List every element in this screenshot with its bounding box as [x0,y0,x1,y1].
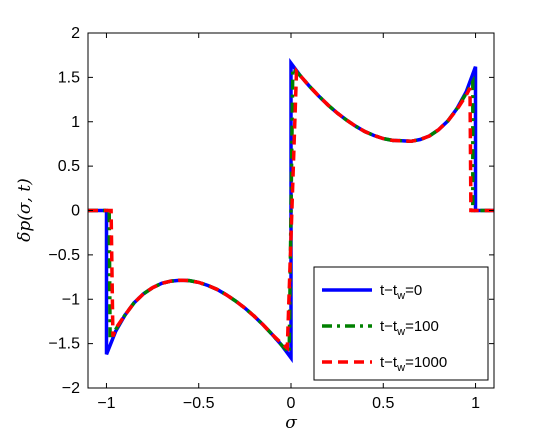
y-tick-label: 0 [71,203,80,220]
y-tick-label: −1 [62,291,80,308]
x-tick-label: −1 [97,395,115,412]
y-axis-label: δp(σ, t) [15,178,35,242]
y-tick-label: 1 [71,114,80,131]
y-tick-label: −2 [62,380,80,397]
y-tick-label: 2 [71,25,80,42]
x-tick-label: 0.5 [372,395,394,412]
series-line-3 [88,66,494,352]
series-line-2 [88,64,494,357]
y-tick-label: 0.5 [58,158,80,175]
y-tick-label: −0.5 [48,247,80,264]
x-tick-label: 0 [287,395,296,412]
legend-label-2: t−tw=100 [380,318,439,338]
y-tick-label: −1.5 [48,336,80,353]
legend-label-1: t−tw=0 [380,282,422,302]
series-layer [88,57,494,364]
legend: t−tw=0 t−tw=100 t−tw=1000 [313,266,489,381]
legend-label-3: t−tw=1000 [380,354,447,374]
x-axis-label: σ [285,413,297,433]
x-tick-label: 1 [471,395,480,412]
x-tick-label: −0.5 [183,395,215,412]
tick-layer: −1 −0.5 0 0.5 1 −2 −1.5 −1 −0.5 0 0.5 1 1.5 2 [48,25,494,412]
y-tick-label: 1.5 [58,69,80,86]
